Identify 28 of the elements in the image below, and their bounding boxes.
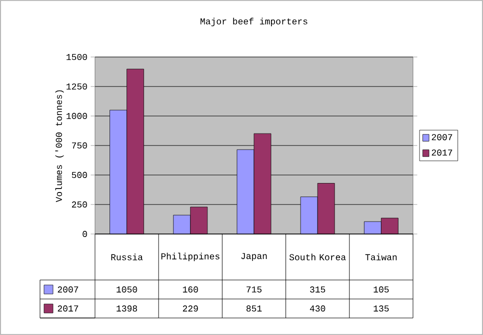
y-tick-label: 500 xyxy=(72,172,87,178)
y-tick-label: 750 xyxy=(72,142,87,149)
legend-label: 2017 xyxy=(432,149,452,156)
data-label: 135 xyxy=(374,305,389,312)
text: 2017 xyxy=(58,305,78,312)
y-tick-label: 1250 xyxy=(66,83,87,90)
data-label: 315 xyxy=(310,286,326,293)
text: 2007 xyxy=(58,286,78,293)
legend-label: 2007 xyxy=(432,134,452,140)
data-label: 105 xyxy=(374,286,389,293)
x-tick-label: Russia xyxy=(111,254,143,260)
y-axis-title: Volumes ('000 tonnes) xyxy=(55,90,64,202)
y-tick-label: 1500 xyxy=(66,54,87,60)
x-tick-label: Philippines xyxy=(161,252,220,262)
data-label: 430 xyxy=(310,305,326,312)
data-label: 160 xyxy=(182,286,198,293)
y-tick-label: 250 xyxy=(72,201,87,208)
chart-title: Major beef importers xyxy=(200,18,308,26)
data-label: 1398 xyxy=(116,305,138,312)
y-tick-label: 1000 xyxy=(66,112,87,120)
x-tick-label: Taiwan xyxy=(365,254,397,260)
y-tick-label: 0 xyxy=(82,230,87,238)
data-label: 1050 xyxy=(116,286,138,293)
data-label: 715 xyxy=(246,286,262,292)
x-tick-label: Japan xyxy=(241,253,267,261)
data-label: 229 xyxy=(182,305,198,312)
x-tick-label: South Korea xyxy=(289,254,346,260)
data-label: 851 xyxy=(246,305,262,312)
